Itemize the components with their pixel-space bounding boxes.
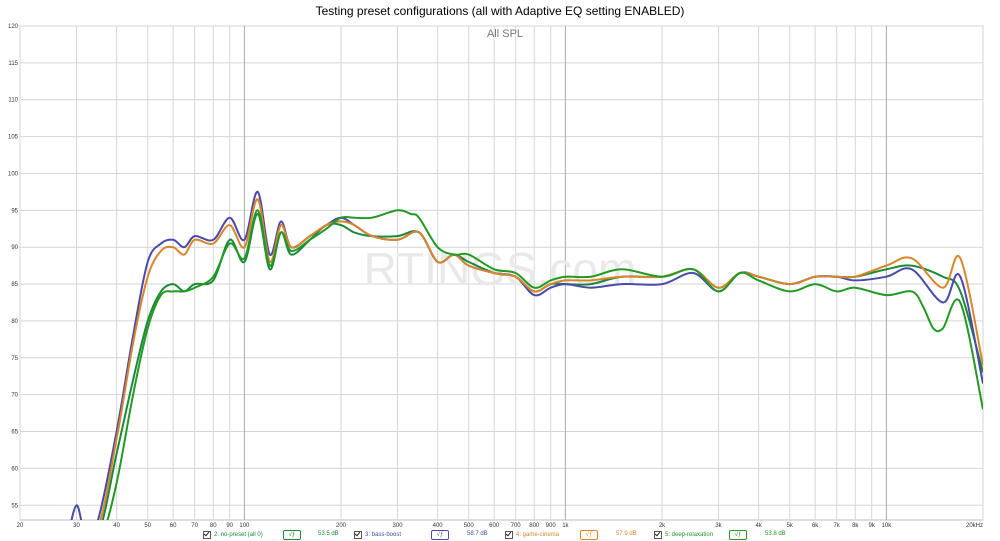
- x-tick-label: 80: [210, 523, 217, 529]
- x-tick-label: 70: [191, 523, 198, 529]
- legend-item[interactable]: 2: no-preset (all 0): [203, 530, 263, 540]
- legend-level: 53.8 dB: [765, 531, 786, 537]
- x-tick-label: 7k: [833, 523, 840, 529]
- y-tick-label: 65: [11, 430, 18, 436]
- legend-level: 58.7 dB: [467, 531, 488, 537]
- x-tick-label: 10k: [882, 523, 893, 529]
- x-tick-label: 20: [17, 523, 24, 529]
- y-tick-label: 70: [11, 393, 18, 399]
- chart-title: Testing preset configurations (all with …: [315, 4, 685, 18]
- x-tick-label: 40: [113, 523, 120, 529]
- legend-checkbox[interactable]: [203, 531, 211, 539]
- x-tick-label: 900: [546, 523, 557, 529]
- x-tick-label: 8k: [852, 523, 859, 529]
- x-tick-label: 600: [489, 523, 500, 529]
- series-line-4: [106, 209, 983, 520]
- x-tick-label: 50: [144, 523, 151, 529]
- legend-level: 53.5 dB: [318, 531, 339, 537]
- y-tick-label: 85: [11, 282, 18, 288]
- x-tick-label: 1k: [562, 523, 569, 529]
- x-tick-label: 30: [73, 523, 80, 529]
- x-tick-label: 5k: [787, 523, 794, 529]
- x-tick-label: 400: [433, 523, 444, 529]
- x-tick-label: 90: [226, 523, 233, 529]
- x-tick-label: 2k: [659, 523, 666, 529]
- x-tick-label: 100: [239, 523, 250, 529]
- x-tick-label: 300: [393, 523, 404, 529]
- legend-checkbox[interactable]: [505, 531, 513, 539]
- legend-item[interactable]: 3: bass-boost: [354, 530, 401, 540]
- legend-curve-icon[interactable]: √ƒ: [431, 530, 449, 540]
- chart-subtitle: All SPL: [487, 28, 523, 40]
- x-tick-label: 3k: [715, 523, 722, 529]
- y-tick-label: 80: [11, 319, 18, 325]
- y-tick-label: 55: [11, 503, 18, 509]
- legend-label: 2: no-preset (all 0): [214, 532, 263, 538]
- y-tick-label: 110: [8, 98, 18, 104]
- x-tick-label: 700: [511, 523, 522, 529]
- legend-checkbox[interactable]: [354, 531, 362, 539]
- watermark: RTINGS.com: [364, 243, 637, 295]
- x-tick-label: 500: [464, 523, 475, 529]
- legend-curve-icon[interactable]: √ƒ: [283, 530, 301, 540]
- legend-level: 57.9 dB: [616, 531, 637, 537]
- x-tick-label: 20kHz: [966, 523, 983, 529]
- axes: 55 60 65 70 75 80 85 90 95 100 105 110 115 120 20 30 40 5…: [8, 24, 983, 529]
- y-tick-label: 120: [8, 24, 19, 30]
- y-tick-label: 105: [8, 135, 19, 141]
- y-tick-label: 100: [8, 171, 19, 177]
- y-tick-label: 90: [11, 245, 18, 251]
- y-tick-label: 95: [11, 208, 18, 214]
- x-tick-label: 800: [529, 523, 540, 529]
- x-tick-label: 6k: [812, 523, 819, 529]
- x-tick-label: 200: [336, 523, 347, 529]
- legend-label: 5: deep-relaxation: [665, 532, 714, 538]
- legend-curve-icon[interactable]: √ƒ: [729, 530, 747, 540]
- x-tick-label: 60: [170, 523, 177, 529]
- legend: 2: no-preset (all 0) √ƒ 53.5 dB 3: bass-boo…: [0, 530, 1000, 541]
- series-line-3: [99, 198, 983, 520]
- legend-checkbox[interactable]: [654, 531, 662, 539]
- x-tick-label: 4k: [755, 523, 762, 529]
- y-tick-label: 75: [11, 356, 18, 362]
- series-layer: [70, 190, 983, 520]
- legend-item[interactable]: 5: deep-relaxation: [654, 530, 713, 540]
- y-tick-label: 60: [11, 466, 18, 472]
- legend-label: 4: game-cinema: [516, 532, 560, 538]
- legend-item[interactable]: 4: game-cinema: [505, 530, 559, 540]
- legend-label: 3: bass-boost: [365, 532, 402, 538]
- legend-curve-icon[interactable]: √ƒ: [580, 530, 598, 540]
- x-tick-label: 9k: [869, 523, 876, 529]
- watermark-layer: RTINGS.com: [364, 243, 637, 295]
- y-tick-label: 115: [8, 61, 18, 67]
